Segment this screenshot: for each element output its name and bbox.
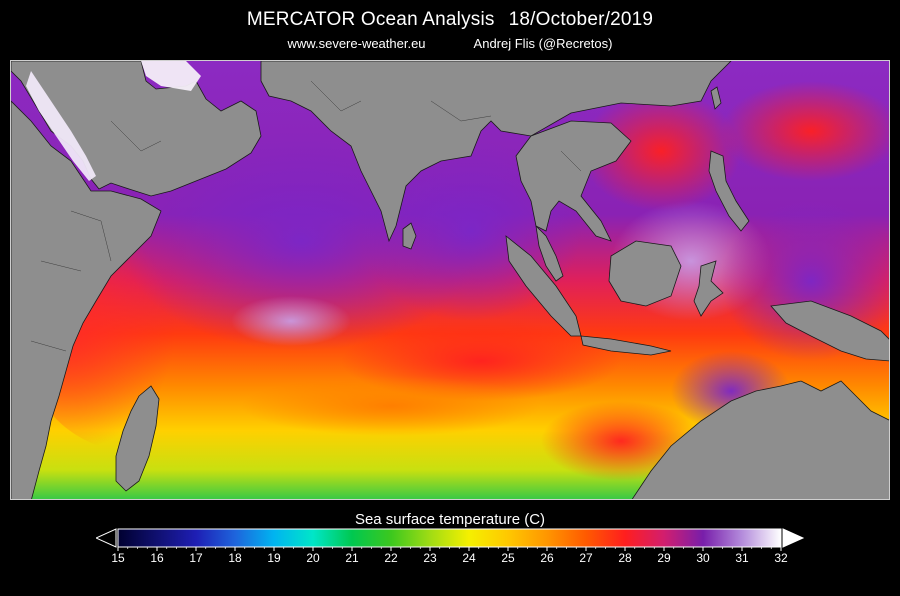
indochina: [515, 120, 632, 242]
africa-landmass: [11, 100, 162, 499]
colorbar-tick-label: 32: [774, 551, 788, 565]
colorbar-tick-label: 18: [228, 551, 242, 565]
warm-patch: [231, 296, 351, 346]
land: [11, 61, 889, 499]
madagascar: [115, 385, 160, 492]
java: [580, 335, 672, 356]
colorbar-tick-label: 22: [384, 551, 398, 565]
colorbar-tick-label: 26: [540, 551, 554, 565]
sst-map: [10, 60, 890, 500]
taiwan: [710, 86, 722, 110]
colorbar-labels: 15 16 17 18 19 20 21 22 23 24 25 26 27 28 29 30 31 32: [0, 551, 900, 567]
colorbar-gradient: [117, 528, 782, 548]
australia: [631, 380, 889, 499]
colorbar-tick-label: 23: [423, 551, 437, 565]
chart-subtitle: www.severe-weather.eu Andrej Flis (@Recre…: [0, 36, 900, 51]
title-main: MERCATOR Ocean Analysis: [246, 9, 495, 30]
sri-lanka: [402, 222, 417, 250]
colorbar-min-arrow-icon: [94, 528, 117, 548]
borneo: [608, 240, 682, 307]
colorbar-tick-label: 27: [579, 551, 593, 565]
colorbar-max-arrow-icon: [782, 528, 805, 548]
sumatra: [505, 235, 582, 337]
website-label: www.severe-weather.eu: [287, 36, 426, 51]
colorbar-tick-label: 17: [189, 551, 203, 565]
colorbar-tick-label: 29: [657, 551, 671, 565]
philippines: [708, 150, 750, 232]
malay-peninsula: [535, 224, 564, 282]
colorbar-tick-label: 15: [111, 551, 125, 565]
colorbar-tick-label: 30: [696, 551, 710, 565]
south-china-sea-region: [581, 91, 741, 211]
colorbar-tick-label: 20: [306, 551, 320, 565]
colorbar-svg: [94, 528, 805, 551]
colorbar-tick-label: 21: [345, 551, 359, 565]
red-sea-hot: [26, 71, 96, 181]
colorbar-tick-label: 31: [735, 551, 749, 565]
new-guinea: [770, 300, 889, 362]
sulawesi: [693, 260, 724, 317]
colorbar-title: Sea surface temperature (C): [354, 511, 546, 528]
colorbar-tick-label: 28: [618, 551, 632, 565]
title-date: 18/October/2019: [508, 9, 654, 30]
colorbar-tick-label: 25: [501, 551, 515, 565]
north-pacific-region: [721, 81, 889, 181]
author-label: Andrej Flis (@Recretos): [473, 36, 613, 51]
subtropical-orange-band: [241, 376, 541, 436]
colorbar-tick-label: 16: [150, 551, 164, 565]
sst-map-svg: [11, 61, 889, 499]
persian-gulf-hot: [141, 61, 201, 91]
borders: [30, 80, 582, 352]
colorbar-tick-label: 19: [267, 551, 281, 565]
colorbar-tick-label: 24: [462, 551, 476, 565]
colorbar-ticks: [117, 547, 782, 551]
colorbar: [94, 528, 806, 568]
chart-title: MERCATOR Ocean Analysis 18/October/2019: [0, 9, 900, 31]
south-asia-landmass: [260, 61, 732, 243]
